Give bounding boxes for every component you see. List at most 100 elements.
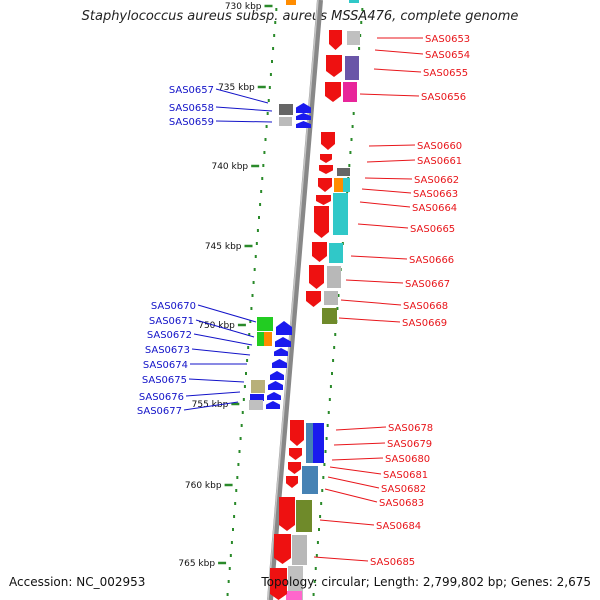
scale-dot (312, 593, 315, 596)
gene-feature (306, 423, 313, 463)
scale-dot (232, 528, 234, 531)
gene-feature (279, 104, 293, 115)
scale-dot (262, 164, 265, 167)
scale-dot (228, 567, 231, 570)
gene-leader-line (373, 68, 422, 73)
scale-dot (327, 411, 330, 414)
scale-dot (259, 203, 262, 206)
scale-dot (237, 463, 240, 466)
scale-dot (313, 580, 316, 583)
gene-leader-line (338, 317, 401, 323)
scale-dot (241, 411, 244, 414)
scale-dot (328, 398, 331, 401)
reverse-gene-arrow (272, 359, 287, 368)
scale-dot (321, 489, 324, 492)
forward-gene-arrow (316, 195, 331, 205)
gene-feature (257, 332, 264, 346)
scale-dot (337, 294, 340, 297)
reverse-gene-arrow (270, 371, 284, 380)
forward-gene-arrow (290, 420, 304, 446)
scale-dot (251, 294, 254, 297)
reverse-gene-label: SAS0671 (149, 316, 194, 327)
scale-dot (323, 463, 326, 466)
scale-dot (320, 502, 323, 505)
forward-gene-label: SAS0684 (376, 521, 421, 532)
scale-dot (360, 21, 363, 24)
gene-feature (333, 193, 348, 235)
scale-dot (267, 99, 270, 102)
scale-dot (226, 593, 229, 596)
reverse-gene-arrow (268, 381, 283, 390)
gene-blocks (249, 0, 360, 600)
scale-dot (350, 138, 353, 141)
scale-dot (272, 47, 275, 50)
reverse-gene-label: SAS0658 (169, 103, 214, 114)
gene-leader-line (183, 401, 239, 411)
gene-feature (296, 500, 312, 532)
gene-leader-line (345, 279, 404, 284)
reverse-gene-label: SAS0672 (147, 330, 192, 341)
gene-leader-line (357, 223, 409, 229)
forward-gene-label: SAS0680 (385, 454, 430, 465)
scale-dot (318, 528, 320, 531)
gene-leader-line (331, 457, 384, 461)
reverse-gene-label: SAS0674 (143, 360, 188, 371)
forward-gene-arrow (286, 476, 298, 488)
gene-leader-line (329, 466, 382, 475)
scale-dot (332, 359, 335, 362)
gene-leader-line (185, 391, 241, 397)
reverse-gene-arrow (275, 337, 291, 347)
scale-dot (351, 125, 354, 128)
forward-gene-label: SAS0679 (387, 439, 432, 450)
forward-gene-label: SAS0654 (425, 50, 470, 61)
forward-gene-label: SAS0681 (383, 470, 428, 481)
scale-dot (234, 502, 237, 505)
scale-dot (230, 541, 233, 544)
forward-gene-arrow (289, 448, 302, 460)
scale-dot (268, 86, 271, 89)
scale-dot (240, 424, 243, 427)
gene-feature (324, 291, 338, 305)
scale-tick-label: 735 kbp (218, 83, 255, 93)
accession-label: Accession: NC_002953 (9, 575, 146, 589)
gene-leader-line (340, 299, 402, 306)
gene-feature (286, 0, 296, 5)
reverse-gene-label: SAS0676 (139, 392, 184, 403)
forward-gene-label: SAS0665 (410, 224, 455, 235)
gene-leader-line (188, 378, 245, 383)
forward-gene-label: SAS0664 (412, 203, 457, 214)
scale-dot (359, 34, 362, 37)
gene-leader-line (313, 556, 369, 562)
forward-gene-arrow (270, 568, 287, 600)
gene-feature (264, 332, 272, 346)
gene-feature (349, 0, 359, 3)
reverse-gene-arrow (296, 121, 311, 128)
scale-tick-label: 730 kbp (225, 2, 262, 12)
gene-leader-line (364, 177, 413, 180)
scale-dot (265, 125, 268, 128)
scale-dot (314, 567, 317, 570)
topology-label: Topology: circular; Length: 2,799,802 bp… (261, 575, 591, 589)
forward-gene-arrow (319, 165, 333, 174)
forward-gene-arrow (279, 497, 295, 531)
forward-gene-labels: SAS0653 SAS0654 SAS0655 SAS0656 SAS0660 SAS06… (370, 34, 470, 568)
forward-gene-label: SAS0656 (421, 92, 466, 103)
scale-dot (256, 229, 259, 232)
scale-dot (331, 372, 333, 375)
forward-gene-arrow (314, 206, 329, 238)
scale-dot (249, 320, 252, 323)
scale-dot (246, 359, 249, 362)
genome-backbone (267, 0, 323, 600)
scale-dot (261, 177, 264, 180)
scale-dots-left (226, 8, 278, 596)
gene-leader-line (195, 319, 255, 338)
forward-gene-arrow (318, 178, 332, 192)
gene-leader-line (215, 120, 273, 123)
reverse-gene-label: SAS0673 (145, 345, 190, 356)
gene-feature (250, 394, 264, 401)
scale-dot (245, 372, 247, 375)
forward-gene-label: SAS0662 (414, 175, 459, 186)
forward-gene-label: SAS0660 (417, 141, 462, 152)
gene-feature (249, 400, 263, 410)
